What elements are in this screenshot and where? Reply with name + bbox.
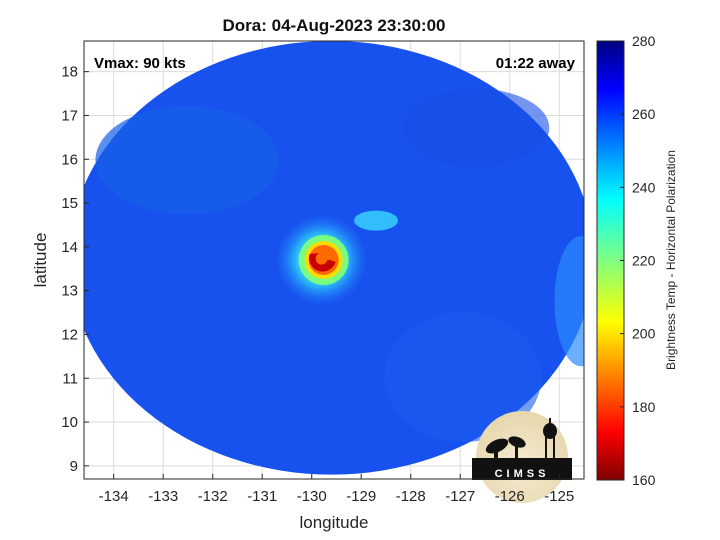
colorbar-tick-label: 260 [632, 106, 656, 122]
colorbar: 160 180 200 220 240 260 280 Brightness Temp - … [596, 33, 678, 488]
microwave-swath [84, 41, 584, 475]
cloud-band [95, 106, 280, 215]
colorbar-gradient [596, 40, 625, 481]
y-tick-label: 9 [70, 458, 78, 475]
colorbar-tick-label: 200 [632, 326, 656, 342]
y-tick-label: 14 [61, 239, 78, 256]
colorbar-tick-label: 160 [632, 472, 656, 488]
colorbar-tick-label: 180 [632, 399, 656, 415]
y-tick-label: 16 [61, 151, 78, 168]
x-tick-label: -129 [346, 488, 376, 505]
y-tick-label: 13 [61, 283, 78, 300]
x-axis: -134 -133 -132 -131 -130 -129 -128 -127 -126 -125 [99, 474, 574, 505]
rain-band [354, 210, 399, 231]
colorbar-tick-label: 280 [632, 33, 656, 49]
x-tick-label: -128 [396, 488, 426, 505]
colorbar-ticks: 160 180 200 220 240 260 280 [620, 33, 656, 488]
plot-frame [83, 40, 585, 480]
colorbar-tick-label: 220 [632, 253, 656, 269]
colorbar-label: Brightness Temp - Horizontal Polarizatio… [664, 150, 678, 370]
y-tick-label: 15 [61, 195, 78, 212]
colorbar-tick-label: 240 [632, 179, 656, 195]
distance-annotation: 01:22 away [496, 55, 576, 72]
cloud-band [402, 88, 550, 167]
y-tick-label: 10 [61, 414, 78, 431]
eyewall-core [309, 253, 336, 272]
x-tick-label: -134 [99, 488, 129, 505]
x-tick-label: -125 [544, 488, 574, 505]
vmax-annotation: Vmax: 90 kts [94, 55, 186, 72]
y-axis: 9 10 11 12 13 14 15 16 17 18 [61, 64, 89, 475]
cimss-logo: CIMSS [472, 411, 572, 503]
x-tick-label: -132 [198, 488, 228, 505]
x-tick-label: -131 [247, 488, 277, 505]
x-tick-label: -133 [148, 488, 178, 505]
y-tick-label: 18 [61, 64, 78, 81]
chart-title: Dora: 04-Aug-2023 23:30:00 [223, 16, 446, 35]
cloud-band [384, 312, 542, 443]
cloud-band [554, 236, 584, 367]
x-axis-label: longitude [299, 513, 368, 532]
x-tick-label: -130 [297, 488, 327, 505]
y-tick-label: 11 [62, 370, 78, 387]
x-tick-label: -126 [495, 488, 525, 505]
y-axis-label: latitude [31, 233, 50, 288]
eye [323, 250, 334, 260]
logo-text: CIMSS [495, 468, 550, 480]
y-tick-label: 12 [61, 326, 78, 343]
y-tick-label: 17 [61, 107, 78, 124]
x-tick-label: -127 [445, 488, 475, 505]
